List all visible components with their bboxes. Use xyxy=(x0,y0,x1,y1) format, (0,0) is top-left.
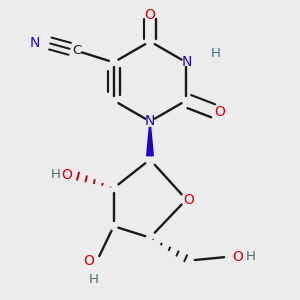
Text: O: O xyxy=(232,250,243,264)
Text: O: O xyxy=(184,193,194,206)
Text: N: N xyxy=(145,114,155,128)
Text: O: O xyxy=(61,168,72,182)
Text: O: O xyxy=(83,254,94,268)
Text: O: O xyxy=(214,105,225,119)
Text: H: H xyxy=(211,47,221,61)
Text: N: N xyxy=(30,36,40,50)
Polygon shape xyxy=(147,128,153,156)
Text: H: H xyxy=(51,168,61,181)
Text: H: H xyxy=(246,250,256,263)
Text: O: O xyxy=(145,8,155,22)
Text: H: H xyxy=(89,273,99,286)
Text: C: C xyxy=(73,44,82,57)
Text: N: N xyxy=(181,56,191,69)
